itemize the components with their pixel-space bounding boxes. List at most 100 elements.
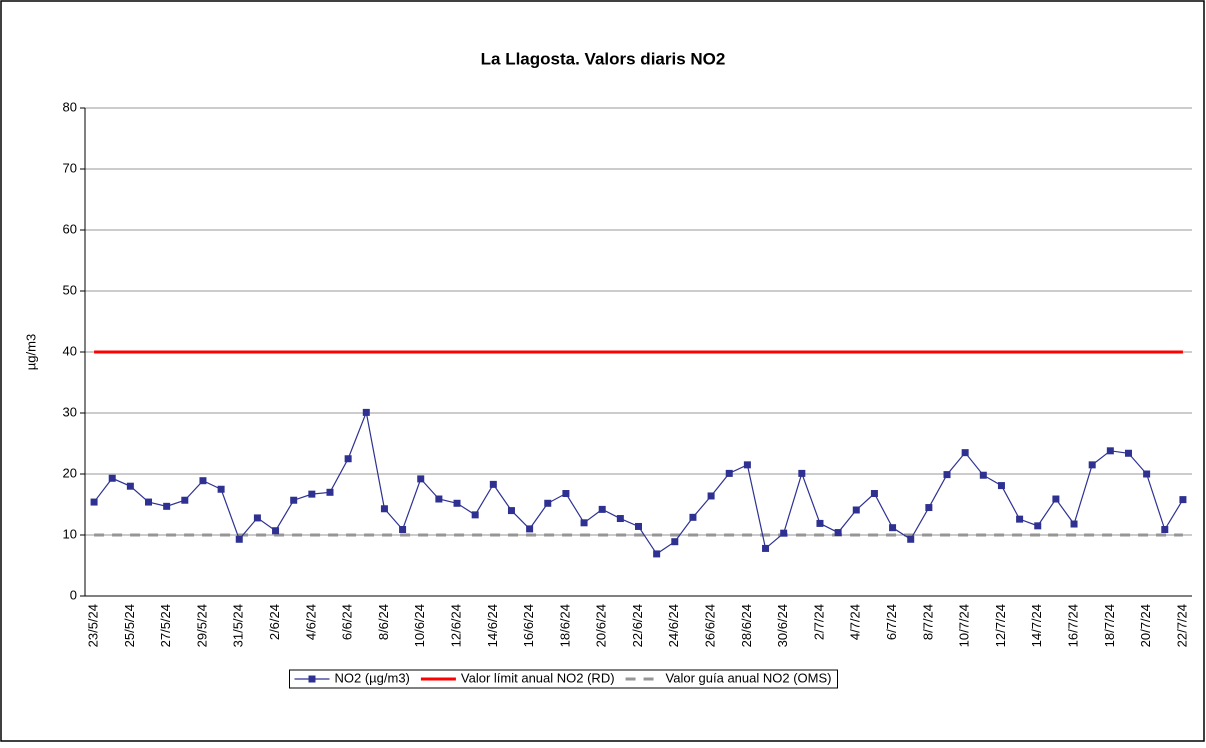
data-point [671, 538, 679, 546]
chart-title: La Llagosta. Valors diaris NO2 [481, 49, 726, 68]
data-point [889, 524, 897, 532]
x-tick-label: 24/6/24 [666, 604, 681, 647]
data-point [217, 485, 225, 493]
x-tick-label: 12/7/24 [993, 604, 1008, 647]
x-tick-label: 14/6/24 [485, 604, 500, 647]
data-point [1016, 515, 1024, 523]
data-point [308, 490, 316, 498]
data-point [362, 408, 370, 416]
data-point [979, 471, 987, 479]
data-point [380, 505, 388, 513]
x-tick-label: 4/7/24 [848, 604, 863, 640]
data-point [489, 480, 497, 488]
legend: NO2 (µg/m3) Valor límit anual NO2 (RD) Val… [289, 669, 838, 689]
data-point [580, 519, 588, 527]
data-point [925, 504, 933, 512]
x-tick-label: 2/6/24 [267, 604, 282, 640]
x-tick-label: 31/5/24 [231, 604, 246, 647]
data-point [780, 529, 788, 537]
data-point [1124, 449, 1132, 457]
data-point [961, 449, 969, 457]
data-point [907, 535, 915, 543]
x-tick-label: 20/6/24 [594, 604, 609, 647]
data-point [798, 469, 806, 477]
data-point [181, 496, 189, 504]
data-point [562, 490, 570, 498]
data-point [997, 482, 1005, 490]
x-tick-label: 27/5/24 [158, 604, 173, 647]
data-point [1161, 526, 1169, 534]
data-point [507, 507, 515, 515]
data-point [616, 515, 624, 523]
data-point [290, 496, 298, 504]
data-point [943, 471, 951, 479]
x-tick-label: 20/7/24 [1138, 604, 1153, 647]
data-point [598, 505, 606, 513]
data-point [163, 502, 171, 510]
data-point [326, 488, 334, 496]
data-point [526, 525, 534, 533]
data-point [762, 544, 770, 552]
legend-label: NO2 (µg/m3) [335, 670, 410, 685]
x-tick-label: 18/7/24 [1102, 604, 1117, 647]
data-point [272, 527, 280, 535]
x-tick-label: 12/6/24 [448, 604, 463, 647]
data-point [1034, 522, 1042, 530]
data-point [1179, 496, 1187, 504]
x-tick-label: 25/5/24 [122, 604, 137, 647]
data-point [471, 511, 479, 519]
data-point [689, 513, 697, 521]
legend-box [289, 669, 838, 689]
data-point [725, 469, 733, 477]
x-tick-label: 10/6/24 [412, 604, 427, 647]
x-tick-label: 14/7/24 [1029, 604, 1044, 647]
legend-marker [308, 675, 316, 683]
data-point [870, 490, 878, 498]
legend-swatch [294, 675, 330, 683]
y-tick-label: 80 [63, 99, 77, 114]
data-point [1052, 495, 1060, 503]
data-point [344, 455, 352, 463]
y-tick-label: 60 [63, 221, 77, 236]
y-tick-label: 10 [63, 526, 77, 541]
y-tick-label: 30 [63, 404, 77, 419]
data-point [253, 514, 261, 522]
data-point [743, 461, 751, 469]
legend-label: Valor límit anual NO2 (RD) [461, 670, 615, 685]
x-tick-label: 22/6/24 [630, 604, 645, 647]
data-point [90, 498, 98, 506]
data-point [417, 475, 425, 483]
y-tick-label: 20 [63, 465, 77, 480]
data-point [635, 522, 642, 530]
data-point [1143, 470, 1151, 478]
data-point [126, 482, 134, 490]
x-tick-label: 8/6/24 [376, 604, 391, 640]
x-tick-label: 23/5/24 [86, 604, 101, 647]
x-tick-label: 30/6/24 [775, 604, 790, 647]
data-point [453, 499, 461, 507]
x-tick-label: 4/6/24 [303, 604, 318, 640]
data-point [235, 535, 243, 543]
y-axis-label: µg/m3 [23, 334, 38, 370]
data-point [852, 506, 860, 514]
x-tick-label: 22/7/24 [1174, 604, 1189, 647]
data-point [1106, 447, 1114, 455]
data-point [435, 495, 443, 503]
data-point [145, 498, 153, 506]
legend-label: Valor guía anual NO2 (OMS) [666, 670, 832, 685]
x-tick-label: 26/6/24 [703, 604, 718, 647]
data-point [199, 477, 207, 485]
x-tick-label: 8/7/24 [920, 604, 935, 640]
y-tick-label: 70 [63, 160, 77, 175]
x-tick-label: 6/6/24 [340, 604, 355, 640]
data-point [834, 529, 842, 537]
x-tick-label: 10/7/24 [957, 604, 972, 647]
y-tick-label: 50 [63, 282, 77, 297]
data-point [816, 519, 824, 527]
x-tick-label: 16/7/24 [1065, 604, 1080, 647]
y-tick-label: 40 [63, 343, 77, 358]
data-point [399, 526, 407, 534]
x-tick-label: 16/6/24 [521, 604, 536, 647]
